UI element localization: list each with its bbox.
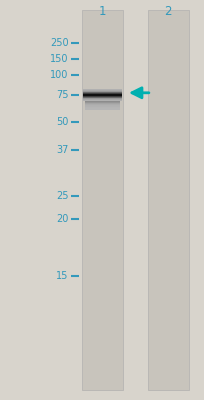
Text: 50: 50 [56, 117, 68, 127]
Bar [84, 108, 120, 109]
Bar [83, 94, 121, 95]
Bar [84, 105, 120, 106]
Bar [82, 10, 122, 390]
Text: 25: 25 [56, 191, 68, 201]
Text: 37: 37 [56, 145, 68, 155]
Text: 1: 1 [98, 5, 106, 18]
Text: 250: 250 [50, 38, 68, 48]
Bar [83, 90, 121, 91]
Bar [84, 104, 120, 105]
Bar [84, 107, 120, 108]
Bar [83, 100, 121, 101]
Text: 15: 15 [56, 271, 68, 281]
Text: 100: 100 [50, 70, 68, 80]
Bar [84, 108, 120, 109]
Bar [83, 91, 121, 92]
Bar [83, 91, 121, 92]
Bar [84, 102, 120, 103]
Text: 150: 150 [50, 54, 68, 64]
Bar [83, 94, 121, 95]
Bar [84, 107, 120, 108]
Text: 75: 75 [56, 90, 68, 100]
Bar [84, 106, 120, 107]
Bar [84, 103, 120, 104]
Text: 2: 2 [164, 5, 171, 18]
Bar [83, 97, 121, 98]
Bar [83, 93, 121, 94]
Bar [83, 89, 121, 90]
Bar [84, 101, 120, 102]
Bar [83, 93, 121, 94]
Bar [83, 99, 121, 100]
Bar [83, 96, 121, 97]
Bar [84, 109, 120, 110]
Bar [83, 95, 121, 96]
Bar [83, 98, 121, 99]
Bar [83, 96, 121, 97]
Bar [83, 98, 121, 99]
Text: 20: 20 [56, 214, 68, 224]
Bar [84, 101, 120, 102]
Bar [84, 102, 120, 103]
Bar [147, 10, 188, 390]
Bar [83, 92, 121, 93]
Bar [83, 92, 121, 93]
Bar [83, 90, 121, 91]
